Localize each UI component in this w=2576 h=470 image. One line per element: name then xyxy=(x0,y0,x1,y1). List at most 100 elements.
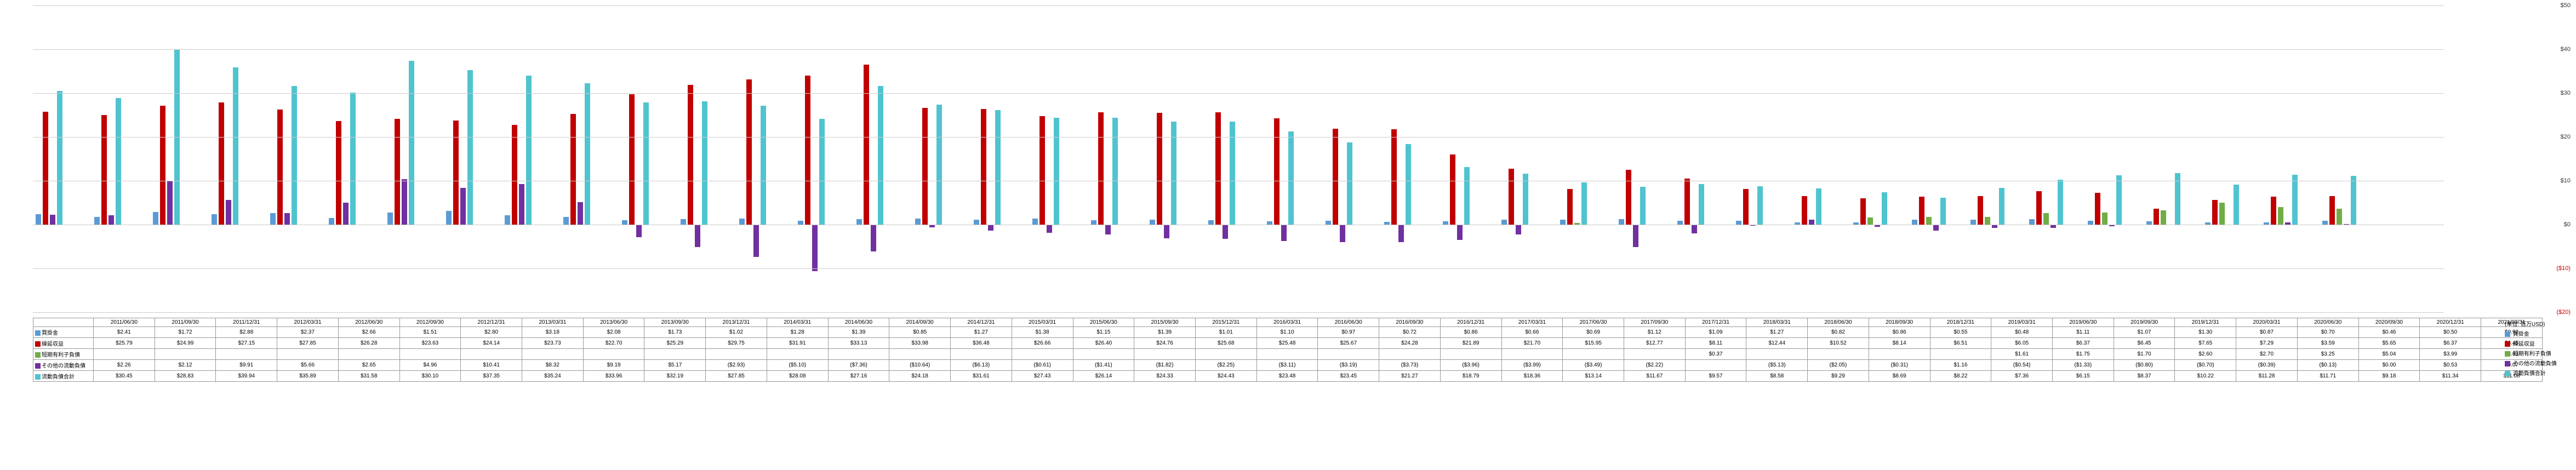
table-cell: $5.66 xyxy=(277,360,339,371)
table-cell: $6.37 xyxy=(2420,338,2481,349)
bar-tanki xyxy=(2337,209,2342,225)
bar-kurinobe xyxy=(160,106,165,225)
bar-kurinobe xyxy=(1450,154,1455,225)
table-cell: $1.07 xyxy=(2114,327,2175,338)
bar-kurinobe xyxy=(395,119,400,225)
table-cell: $35.24 xyxy=(522,371,584,382)
bar-tanki xyxy=(2219,203,2225,225)
table-cell: ($0.13) xyxy=(2297,360,2358,371)
table-cell xyxy=(1501,349,1563,360)
table-cell: $5.17 xyxy=(644,360,706,371)
table-cell: 2014/03/31 xyxy=(767,318,828,327)
bar-sonota xyxy=(812,225,818,271)
sonota-icon xyxy=(2505,361,2510,366)
table-cell: $9.57 xyxy=(1685,371,1746,382)
bar-kaikake xyxy=(505,215,510,225)
bar-kaikake xyxy=(270,213,276,225)
table-cell: 2015/12/31 xyxy=(1195,318,1256,327)
table-cell xyxy=(1012,349,1073,360)
table-cell: $11.67 xyxy=(1624,371,1685,382)
bar-kaikake xyxy=(1032,219,1038,225)
table-cell: 2013/03/31 xyxy=(522,318,584,327)
bar-kaikake xyxy=(856,219,862,225)
bar-kaikake xyxy=(798,221,803,225)
bar-kaikake xyxy=(1150,220,1155,225)
bar-sonota xyxy=(402,179,407,225)
bar-sonota xyxy=(1516,225,1521,234)
table-cell: ($0.54) xyxy=(1991,360,2053,371)
table-cell: $2.12 xyxy=(155,360,216,371)
bar-ryudou xyxy=(995,110,1001,225)
table-cell: $0.86 xyxy=(1440,327,1501,338)
table-cell: $2.66 xyxy=(338,327,399,338)
bar-ryudou xyxy=(292,86,297,225)
table-cell: $0.97 xyxy=(1318,327,1379,338)
table-cell: 2012/06/30 xyxy=(338,318,399,327)
table-cell: $9.19 xyxy=(583,360,644,371)
bar-kurinobe xyxy=(805,76,810,225)
table-cell: $31.58 xyxy=(338,371,399,382)
table-cell: $8.37 xyxy=(2114,371,2175,382)
row-label: 流動負債合計 xyxy=(33,371,94,382)
table-cell: $24.28 xyxy=(1379,338,1441,349)
y-tick-label: $40 xyxy=(2561,46,2571,53)
bar-ryudou xyxy=(1112,118,1118,225)
grid-line xyxy=(33,49,2444,50)
bar-kurinobe xyxy=(101,115,107,225)
bar-tanki xyxy=(1926,217,1932,225)
table-cell: $23.45 xyxy=(1318,371,1379,382)
table-cell: $30.10 xyxy=(399,371,461,382)
table-cell: $25.79 xyxy=(94,338,155,349)
table-cell: $37.35 xyxy=(461,371,522,382)
bar-sonota xyxy=(1809,220,1814,225)
table-cell: $6.15 xyxy=(2053,371,2114,382)
table-cell: $2.08 xyxy=(583,327,644,338)
table-cell: $0.00 xyxy=(2358,360,2420,371)
table-cell: $1.10 xyxy=(1256,327,1318,338)
table-cell: 2015/06/30 xyxy=(1073,318,1134,327)
grid-line xyxy=(33,5,2444,6)
table-cell xyxy=(1746,349,1808,360)
table-cell xyxy=(216,349,277,360)
bar-kurinobe xyxy=(1333,129,1338,225)
table-cell: $11.34 xyxy=(2420,371,2481,382)
bar-ryudou xyxy=(1999,188,2004,225)
bar-kaikake xyxy=(739,219,745,225)
table-cell: 2017/06/30 xyxy=(1563,318,1624,327)
table-cell: $31.91 xyxy=(767,338,828,349)
table-cell: $27.85 xyxy=(277,338,339,349)
bar-kurinobe xyxy=(1978,196,1983,225)
bar-sonota xyxy=(1340,225,1345,242)
bar-ryudou xyxy=(116,98,121,225)
table-cell: ($3.99) xyxy=(1501,360,1563,371)
table-cell: $1.72 xyxy=(155,327,216,338)
table-cell: $25.68 xyxy=(1195,338,1256,349)
table-cell: 2013/06/30 xyxy=(583,318,644,327)
table-cell: $0.50 xyxy=(2420,327,2481,338)
sonota-swatch xyxy=(35,363,41,369)
unit-label: (単位: 百万USD) xyxy=(2505,319,2571,328)
y-axis: $50$40$30$20$10$0($10)($20) xyxy=(2549,5,2571,312)
bar-ryudou xyxy=(1882,192,1887,225)
bar-sonota xyxy=(1692,225,1697,233)
table-cell xyxy=(94,349,155,360)
bar-kaikake xyxy=(681,219,686,225)
table-cell xyxy=(1318,349,1379,360)
bar-ryudou xyxy=(643,102,649,225)
bar-kurinobe xyxy=(219,102,224,225)
table-cell: $1.73 xyxy=(644,327,706,338)
bar-kaikake xyxy=(446,211,452,225)
table-cell xyxy=(1134,349,1196,360)
table-cell: 2013/12/31 xyxy=(706,318,767,327)
bar-sonota xyxy=(988,225,993,231)
table-cell: $1.27 xyxy=(951,327,1012,338)
table-cell: $21.27 xyxy=(1379,371,1441,382)
bar-sonota xyxy=(108,215,114,225)
grid-line xyxy=(33,93,2444,94)
y-tick-label: $20 xyxy=(2561,134,2571,140)
table-cell: $1.27 xyxy=(1746,327,1808,338)
table-cell: $30.45 xyxy=(94,371,155,382)
bar-kurinobe xyxy=(1802,196,1807,225)
table-cell: $1.30 xyxy=(2175,327,2236,338)
table-cell: $15.95 xyxy=(1563,338,1624,349)
